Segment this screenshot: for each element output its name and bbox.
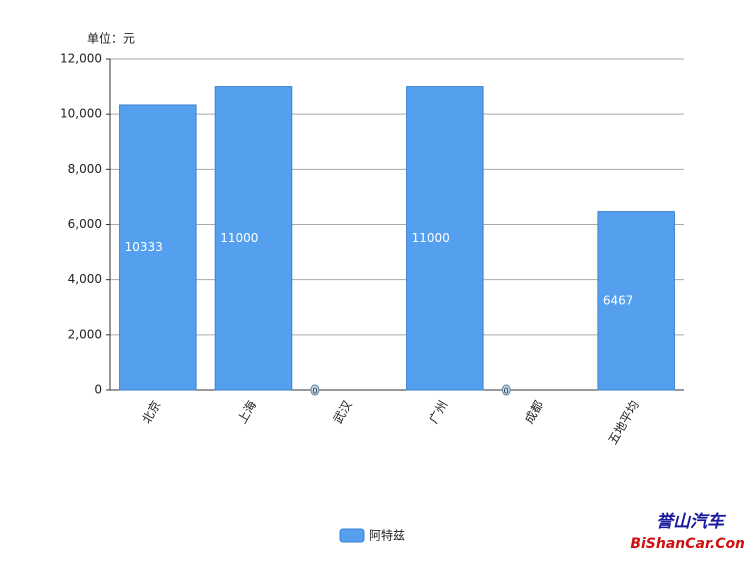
y-tick-label: 0 <box>94 383 102 397</box>
data-label: 0 <box>312 387 317 396</box>
x-tick-label: 成都 <box>522 398 546 426</box>
y-tick-label: 10,000 <box>60 107 102 121</box>
bar <box>406 86 484 391</box>
legend-swatch <box>339 528 365 543</box>
x-tick-label: 北京 <box>139 398 163 426</box>
y-tick-label: 8,000 <box>68 162 102 176</box>
data-label: 10333 <box>125 240 163 254</box>
bar <box>119 104 197 391</box>
watermark: 誉山汽车 <box>656 512 727 532</box>
bar <box>214 86 293 391</box>
data-label: 6467 <box>603 293 634 307</box>
legend-label: 阿特兹 <box>369 528 405 543</box>
x-tick-label: 广州 <box>426 398 450 426</box>
y-tick-label: 4,000 <box>68 272 102 286</box>
y-tick-label: 2,000 <box>68 327 102 341</box>
data-label: 11000 <box>220 231 258 245</box>
y-tick-label: 6,000 <box>68 217 102 231</box>
x-tick-label: 上海 <box>234 398 259 426</box>
x-tick-label: 武汉 <box>331 398 355 426</box>
data-label: 11000 <box>412 231 450 245</box>
watermark: BiShanCar.Com <box>630 536 744 552</box>
x-tick-label: 五地平均 <box>606 398 642 447</box>
bar <box>597 211 675 391</box>
y-tick-label: 12,000 <box>60 52 102 66</box>
unit-label: 单位：元 <box>87 31 135 46</box>
zero-marker <box>310 384 320 396</box>
zero-marker <box>501 384 511 396</box>
data-label: 0 <box>504 387 509 396</box>
